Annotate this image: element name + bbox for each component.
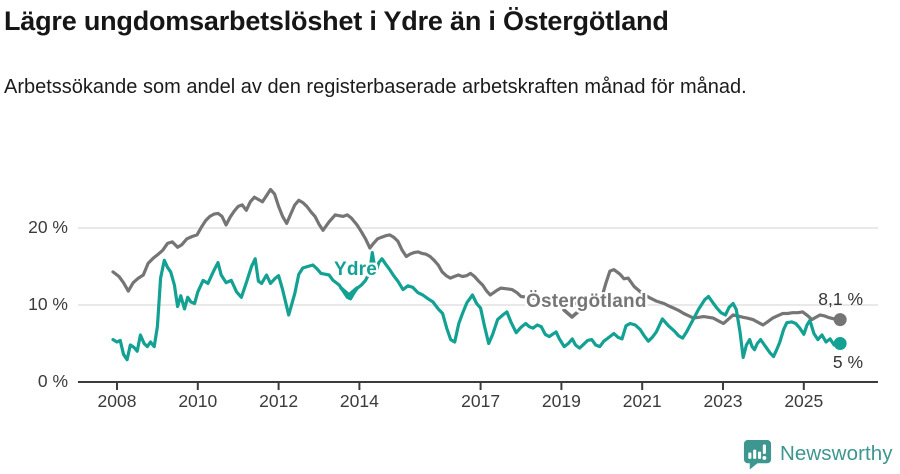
series-end-dot-ydre: [833, 337, 847, 350]
y-tick-label: 20 %: [28, 217, 68, 237]
exclamation-icon-bar: [762, 444, 766, 454]
newsworthy-logo-text: Newsworthy: [780, 442, 893, 465]
chart-subtitle: Arbetssökande som andel av den registerb…: [4, 76, 747, 98]
x-tick-label: 2017: [461, 391, 501, 411]
bar-icon-short: [748, 452, 752, 459]
end-value-label-östergötland: 8,1 %: [818, 288, 863, 309]
end-value-label-ydre: 5 %: [832, 351, 863, 372]
bar-icon-mid: [757, 451, 762, 459]
label-chevron-icon: [339, 286, 359, 297]
newsworthy-chart-bubble-icon: [743, 439, 772, 470]
series-end-dot-östergötland: [833, 313, 847, 327]
x-tick-label: 2014: [339, 391, 379, 411]
x-tick-label: 2012: [259, 391, 299, 411]
newsworthy-logo: Newsworthy: [742, 438, 893, 470]
page-title: Lägre ungdomsarbetslöshet i Ydre än i Ös…: [4, 6, 669, 36]
series-line-ydre: [111, 251, 842, 362]
x-tick-label: 2021: [622, 391, 662, 411]
x-tick-label: 2010: [178, 391, 218, 411]
bar-icon-tall: [753, 449, 757, 459]
series-line-östergötland: [111, 187, 842, 327]
series-label-östergötland: Östergötland: [526, 291, 647, 312]
x-tick-label: 2025: [784, 391, 824, 411]
y-tick-label: 10 %: [28, 294, 68, 314]
x-tick-label: 2008: [97, 391, 137, 411]
y-tick-label: 0 %: [37, 371, 68, 391]
x-tick-label: 2019: [541, 391, 581, 411]
exclamation-icon-dot: [762, 455, 767, 460]
label-chevron-icon: [562, 308, 582, 319]
series-label-ydre: Ydre: [334, 259, 378, 280]
x-tick-label: 2023: [703, 391, 743, 411]
